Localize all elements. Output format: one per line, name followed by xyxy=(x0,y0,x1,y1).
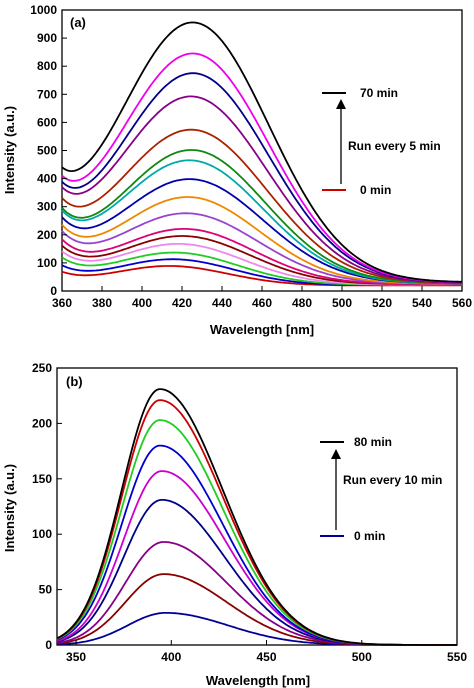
y-tick-label: 1000 xyxy=(30,3,57,17)
x-tick-label: 440 xyxy=(212,296,232,310)
y-axis-ticks-b: 0 50 100 150 200 250 xyxy=(32,361,62,652)
y-tick-label: 100 xyxy=(32,527,52,541)
y-axis-label-b: Intensity (a.u.) xyxy=(2,464,17,552)
x-tick-label: 560 xyxy=(452,296,472,310)
x-tick-label: 500 xyxy=(352,650,372,664)
y-tick-label: 900 xyxy=(37,31,57,45)
x-axis-label-b: Wavelength [nm] xyxy=(206,673,310,688)
series-group-a xyxy=(61,21,463,287)
series-group-b xyxy=(56,388,457,646)
y-tick-label: 100 xyxy=(37,256,57,270)
panel-label-a: (a) xyxy=(70,15,86,30)
panel-label-b: (b) xyxy=(66,374,83,389)
y-tick-label: 200 xyxy=(32,416,52,430)
y-tick-label: 150 xyxy=(32,472,52,486)
x-tick-label: 360 xyxy=(52,296,72,310)
y-tick-label: 600 xyxy=(37,115,57,129)
series-line-a-15 xyxy=(61,21,462,283)
x-tick-label: 500 xyxy=(332,296,352,310)
time-annotation-a: 70 min Run every 5 min 0 min xyxy=(322,86,441,197)
x-axis-ticks-a: 360 380 400 420 440 460 480 500 520 540 560 xyxy=(52,286,472,310)
y-tick-label: 400 xyxy=(37,172,57,186)
time-annotation-b: 80 min Run every 10 min 0 min xyxy=(320,435,442,543)
y-tick-label: 0 xyxy=(45,638,52,652)
series-line-b-0 xyxy=(57,612,457,646)
y-axis-ticks-a: 0 100 200 300 400 500 600 700 800 900 1000 xyxy=(30,3,67,298)
annotation-top-label-b: 80 min xyxy=(354,435,392,449)
x-tick-label: 400 xyxy=(132,296,152,310)
series-line-a-11 xyxy=(61,128,462,284)
plot-frame-b xyxy=(56,367,458,646)
series-line-a-14 xyxy=(61,52,463,284)
series-line-b-4 xyxy=(56,470,457,646)
y-tick-label: 800 xyxy=(37,59,57,73)
panel-a: 360 380 400 420 440 460 480 500 520 540 560 0 100 20… xyxy=(2,3,472,337)
x-tick-label: 450 xyxy=(257,650,277,664)
y-tick-label: 300 xyxy=(37,200,57,214)
x-tick-label: 380 xyxy=(92,296,112,310)
series-line-a-10 xyxy=(61,149,462,284)
x-tick-label: 350 xyxy=(66,650,86,664)
y-axis-label-a: Intensity (a.u.) xyxy=(2,106,17,194)
y-tick-label: 700 xyxy=(37,87,57,101)
annotation-top-label-a: 70 min xyxy=(360,86,398,100)
annotation-bottom-label-a: 0 min xyxy=(360,183,391,197)
y-tick-label: 500 xyxy=(37,144,57,158)
x-tick-label: 540 xyxy=(412,296,432,310)
x-axis-label-a: Wavelength [nm] xyxy=(210,322,314,337)
x-tick-label: 420 xyxy=(172,296,192,310)
x-axis-ticks-b: 350 400 450 500 550 xyxy=(66,640,467,664)
y-tick-label: 50 xyxy=(39,583,53,597)
x-tick-label: 550 xyxy=(447,650,467,664)
panel-b: 350 400 450 500 550 0 50 100 150 200 250 (b) Wave… xyxy=(2,361,467,688)
x-tick-label: 520 xyxy=(372,296,392,310)
annotation-arrow-head-a xyxy=(336,99,346,109)
series-line-a-12 xyxy=(61,95,462,284)
y-tick-label: 250 xyxy=(32,361,52,375)
annotation-arrow-head-b xyxy=(331,449,341,459)
y-tick-label: 0 xyxy=(50,284,57,298)
series-line-b-8 xyxy=(56,388,457,646)
annotation-middle-label-b: Run every 10 min xyxy=(343,473,442,487)
x-tick-label: 400 xyxy=(161,650,181,664)
x-tick-label: 480 xyxy=(292,296,312,310)
x-tick-label: 460 xyxy=(252,296,272,310)
series-line-a-7 xyxy=(61,196,462,285)
annotation-middle-label-a: Run every 5 min xyxy=(348,139,441,153)
annotation-bottom-label-b: 0 min xyxy=(354,529,385,543)
y-tick-label: 200 xyxy=(37,228,57,242)
